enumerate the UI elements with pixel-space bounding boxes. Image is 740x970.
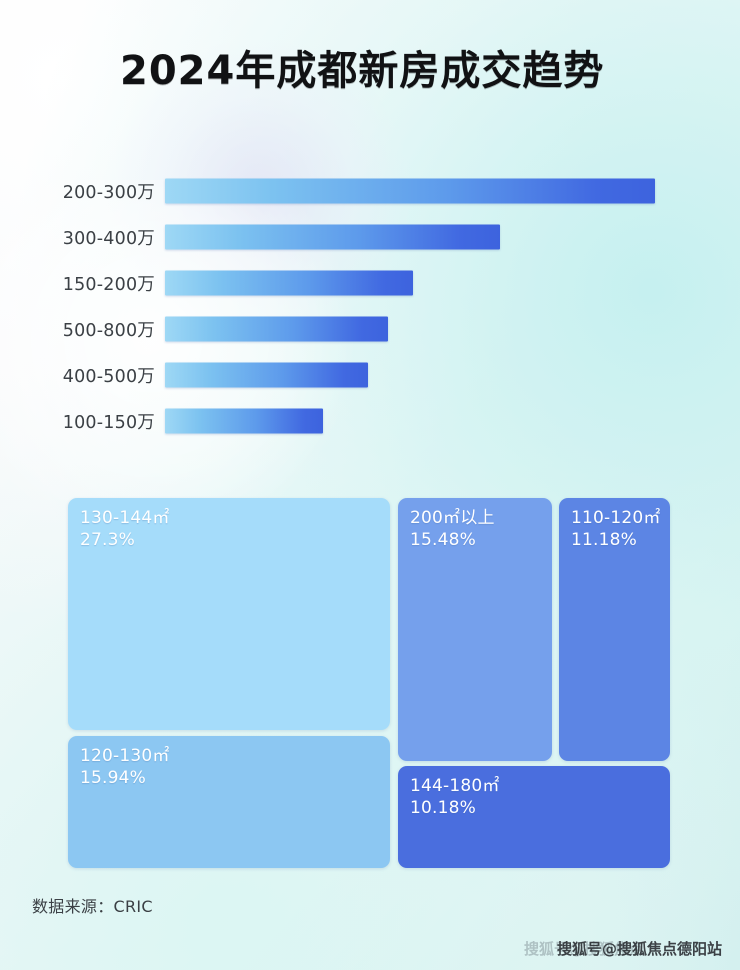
treemap-tile-value: 27.3% bbox=[80, 529, 136, 550]
treemap-tile: 120-130㎡ 15.94% bbox=[68, 736, 390, 868]
bar-track bbox=[165, 267, 740, 299]
treemap-tile-name: 110-120㎡ bbox=[571, 508, 661, 528]
bar-category-label: 500-800万 bbox=[62, 320, 155, 341]
bar-fill bbox=[165, 408, 323, 434]
watermark-ghost: 搜狐号@搜狐焦点 bbox=[523, 940, 644, 958]
bar-category-label: 200-300万 bbox=[62, 182, 155, 203]
bar-fill bbox=[165, 270, 413, 296]
bar-fill bbox=[165, 224, 500, 250]
treemap-tile-value: 11.18% bbox=[571, 529, 638, 550]
price-range-bar-chart: 200-300万 300-400万 150-200万 500-800万 400-500万… bbox=[0, 175, 740, 445]
page-title: 2024年成都新房成交趋势 bbox=[120, 48, 605, 94]
bar-row: 300-400万 bbox=[0, 221, 740, 253]
treemap-tile-name: 130-144㎡ bbox=[80, 508, 170, 528]
bar-track bbox=[165, 175, 740, 207]
bar-category-label: 400-500万 bbox=[62, 366, 155, 387]
area-range-treemap: 130-144㎡ 27.3% 200㎡以上 15.48% 110-120㎡ 11.18% 1… bbox=[68, 498, 670, 868]
treemap-tile-value: 10.18% bbox=[410, 797, 477, 818]
treemap-tile-name: 120-130㎡ bbox=[80, 746, 170, 766]
treemap-tile-name: 144-180㎡ bbox=[410, 776, 500, 796]
bar-row: 100-150万 bbox=[0, 405, 740, 437]
data-source-label: 数据来源：CRIC bbox=[32, 897, 153, 916]
treemap-tile: 130-144㎡ 27.3% bbox=[68, 498, 390, 730]
bar-track bbox=[165, 221, 740, 253]
bar-track bbox=[165, 405, 740, 437]
bar-category-label: 150-200万 bbox=[62, 274, 155, 295]
bar-track bbox=[165, 313, 740, 345]
bar-row: 400-500万 bbox=[0, 359, 740, 391]
bar-row: 500-800万 bbox=[0, 313, 740, 345]
treemap-tile-name: 200㎡以上 bbox=[410, 508, 495, 528]
treemap-tile: 144-180㎡ 10.18% bbox=[398, 766, 670, 868]
bar-category-label: 100-150万 bbox=[62, 412, 155, 433]
treemap-tile: 110-120㎡ 11.18% bbox=[559, 498, 670, 761]
bar-fill bbox=[165, 316, 388, 342]
treemap-tile: 200㎡以上 15.48% bbox=[398, 498, 552, 761]
bar-row: 200-300万 bbox=[0, 175, 740, 207]
bar-track bbox=[165, 359, 740, 391]
treemap-tile-value: 15.94% bbox=[80, 767, 147, 788]
treemap-tile-value: 15.48% bbox=[410, 529, 477, 550]
bar-fill bbox=[165, 362, 368, 388]
bar-row: 150-200万 bbox=[0, 267, 740, 299]
watermark: 搜狐号@搜狐焦点德阳站 bbox=[556, 940, 722, 958]
bar-category-label: 300-400万 bbox=[62, 228, 155, 249]
bar-fill bbox=[165, 178, 655, 204]
